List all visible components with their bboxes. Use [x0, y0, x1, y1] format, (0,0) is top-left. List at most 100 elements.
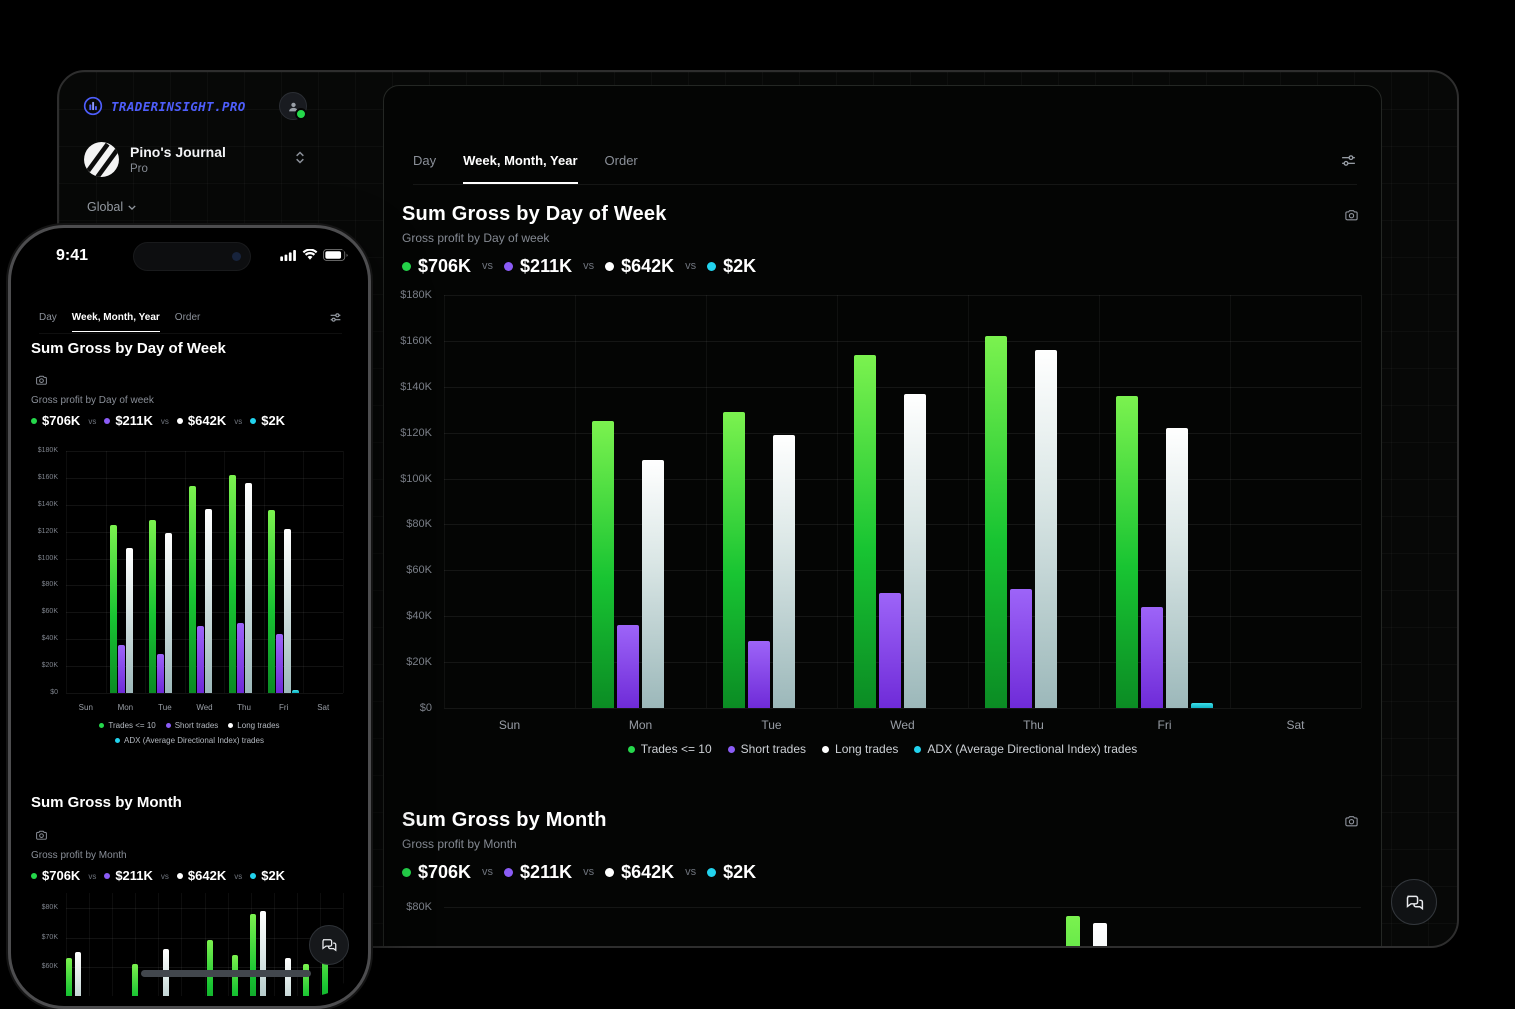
bar-adx-average-directional-index-trades-fri[interactable] [292, 690, 300, 693]
bar-trades-10-mon[interactable] [109, 524, 117, 693]
camera-snapshot-icon[interactable] [35, 829, 48, 842]
bar-chart-day-of-week: $0 $20K $40K $60K $80K $100K $120K $140K $160K $1… [400, 289, 1362, 732]
dynamic-island [133, 242, 251, 271]
gridline [66, 937, 343, 939]
status-time: 9:41 [56, 247, 89, 264]
bar-short-trades-fri[interactable] [1141, 607, 1163, 708]
bar-long-trades[interactable] [284, 958, 291, 996]
bar-trades-10[interactable] [302, 964, 309, 996]
camera-snapshot-icon[interactable] [1344, 208, 1359, 223]
stat-separator: vs [88, 871, 97, 881]
bar-adx-average-directional-index-trades-fri[interactable] [1191, 703, 1213, 708]
legend-item[interactable]: Long trades [822, 742, 898, 756]
bar-trades-10-thu[interactable] [228, 475, 236, 693]
chart-settings-icon[interactable] [329, 311, 342, 324]
bar-short-trades-tue[interactable] [157, 654, 165, 693]
legend-label: Long trades [237, 721, 280, 730]
bar-trades-10-mon[interactable] [592, 421, 614, 708]
bar-long-trades-tue[interactable] [773, 434, 795, 708]
bar-long-trades-wed[interactable] [205, 508, 212, 693]
bar-short-trades-wed[interactable] [197, 625, 204, 693]
bar-trades-10-wed[interactable] [189, 485, 196, 693]
bar-short-trades-wed[interactable] [879, 593, 901, 708]
bar-long-trades[interactable] [75, 952, 82, 996]
bar-chart-month-partial: $80K $70K $60K [42, 893, 344, 996]
bar-trades-10[interactable] [1065, 916, 1080, 946]
y-axis-label: $20K [41, 662, 58, 670]
global-scope-selector[interactable]: Global [87, 200, 307, 214]
chat-button[interactable] [309, 925, 349, 965]
tab-week-month-year[interactable]: Week, Month, Year [463, 153, 578, 184]
bar-long-trades-mon[interactable] [642, 460, 664, 708]
bar-short-trades-mon[interactable] [617, 625, 639, 708]
bar-long-trades-wed[interactable] [904, 393, 926, 708]
bar-short-trades-tue[interactable] [748, 641, 770, 708]
bar-long-trades-fri[interactable] [284, 528, 292, 693]
bar-trades-10-fri[interactable] [1116, 395, 1138, 708]
stat-separator: vs [482, 260, 494, 272]
bar-trades-10[interactable] [207, 940, 214, 996]
stats-row: $706K vs $211K vs $642K vs $2K [402, 861, 1381, 883]
chart-legend: Trades <= 10 Short trades Long trades AD… [21, 721, 358, 745]
bar-short-trades-thu[interactable] [236, 623, 244, 693]
bar-long-trades-mon[interactable] [125, 547, 133, 693]
bar-trades-10[interactable] [132, 964, 139, 996]
chart-settings-icon[interactable] [1340, 152, 1357, 169]
camera-snapshot-icon[interactable] [1344, 814, 1359, 829]
legend-item[interactable]: Short trades [727, 742, 806, 756]
gridline [112, 893, 114, 996]
scrollbar[interactable] [141, 970, 311, 977]
legend-item[interactable]: ADX (Average Directional Index) trades [914, 742, 1137, 756]
gridline [444, 524, 1361, 526]
legend-item[interactable]: ADX (Average Directional Index) trades [115, 736, 264, 745]
gridline [444, 295, 445, 708]
gridline [66, 585, 343, 587]
stats-row: $706K vs $211K vs $642K vs $2K [31, 413, 285, 429]
bar-long-trades-fri[interactable] [1166, 428, 1188, 708]
x-axis-label: Tue [761, 718, 782, 732]
avatar[interactable] [279, 92, 307, 120]
gridline [296, 893, 298, 996]
tab-week-month-year[interactable]: Week, Month, Year [71, 312, 160, 332]
main-panel: Day Week, Month, Year Order Sum Gross by… [383, 85, 1382, 946]
bar-short-trades-fri[interactable] [276, 633, 284, 693]
journal-switcher[interactable]: Pino's Journal Pro [83, 141, 307, 178]
legend-dot [99, 723, 105, 728]
stat-value: $2K [261, 413, 286, 428]
tab-day[interactable]: Day [413, 153, 437, 168]
view-tabs: Day Week, Month, Year Order [413, 152, 1357, 185]
chat-button[interactable] [1391, 879, 1437, 925]
legend-dot [228, 723, 234, 728]
bar-trades-10[interactable] [322, 943, 329, 996]
legend-item[interactable]: Short trades [165, 721, 218, 730]
stat-value: $706K [42, 413, 81, 428]
stats-row: $706K vs $211K vs $642K vs $2K [31, 868, 285, 884]
legend-item[interactable]: Trades <= 10 [627, 742, 712, 756]
y-axis-label: $80K [41, 581, 58, 589]
bar-trades-10[interactable] [250, 913, 257, 996]
y-axis-label: $80K [406, 518, 432, 531]
gridline [444, 708, 1361, 709]
bar-long-trades-thu[interactable] [244, 483, 252, 693]
tab-order[interactable]: Order [174, 312, 201, 323]
bar-trades-10-tue[interactable] [723, 412, 745, 708]
legend-item[interactable]: Long trades [228, 721, 280, 730]
bar-short-trades-mon[interactable] [117, 644, 125, 693]
section-subtitle: Gross profit by Day of week [402, 231, 550, 245]
bar-trades-10[interactable] [66, 958, 72, 996]
legend-item[interactable]: Trades <= 10 [99, 721, 156, 730]
bar-trades-10-thu[interactable] [985, 336, 1007, 708]
bar-long-trades-thu[interactable] [1035, 350, 1057, 708]
bar-short-trades-thu[interactable] [1010, 588, 1032, 708]
bar-long-trades[interactable] [259, 910, 266, 996]
tab-order[interactable]: Order [604, 153, 638, 168]
bar-trades-10-tue[interactable] [149, 519, 157, 693]
camera-snapshot-icon[interactable] [35, 374, 48, 387]
stat-separator: vs [160, 871, 169, 881]
tab-day[interactable]: Day [39, 312, 57, 323]
bar-trades-10-wed[interactable] [854, 354, 876, 708]
bar-long-trades-tue[interactable] [165, 533, 173, 693]
stat-dot-green [402, 867, 411, 877]
bar-trades-10-fri[interactable] [268, 510, 276, 693]
bar-long-trades[interactable] [1093, 923, 1108, 946]
